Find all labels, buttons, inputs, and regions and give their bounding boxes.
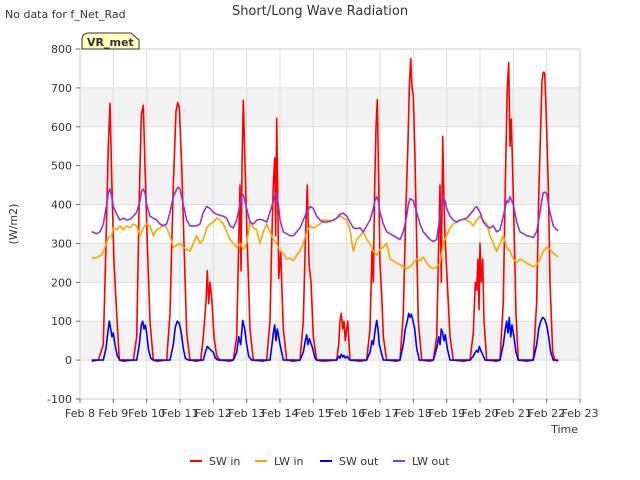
x-tick-label: Feb 17 — [362, 407, 399, 420]
y-tick-label: 100 — [51, 315, 72, 328]
y-tick-label: 400 — [51, 199, 72, 212]
no-data-note: No data for f_Net_Rad — [5, 8, 126, 21]
y-axis-label: (W/m2) — [7, 204, 20, 245]
x-tick-label: Feb 19 — [428, 407, 465, 420]
x-tick-label: Feb 11 — [162, 407, 199, 420]
legend-label-sw-in: SW in — [209, 455, 240, 468]
legend-label-lw-in: LW in — [274, 455, 304, 468]
legend-label-lw-out: LW out — [412, 455, 450, 468]
series-line-lw-out — [91, 186, 559, 243]
series-line-sw-out — [91, 312, 559, 361]
y-tick-label: 0 — [65, 354, 72, 367]
x-tick-label: Feb 9 — [98, 407, 128, 420]
legend: SW in LW in SW out LW out — [190, 455, 450, 468]
y-tick-label: 700 — [51, 82, 72, 95]
x-tick-label: Feb 13 — [228, 407, 265, 420]
x-tick-label: Feb 20 — [462, 407, 499, 420]
x-tick-label: Feb 23 — [562, 407, 599, 420]
x-tick-label: Feb 18 — [395, 407, 432, 420]
y-tick-label: 200 — [51, 276, 72, 289]
plot-band — [80, 321, 580, 361]
x-tick-label: Feb 10 — [128, 407, 165, 420]
x-tick-label: Feb 12 — [195, 407, 232, 420]
y-axis-ticks: -100 0 100 200 300 400 500 600 700 800 — [47, 43, 80, 406]
x-axis-label: Time — [550, 423, 578, 436]
plot-frame — [79, 48, 581, 400]
x-tick-label: Feb 14 — [262, 407, 299, 420]
x-tick-label: Feb 8 — [65, 407, 95, 420]
site-label-box — [81, 32, 140, 50]
y-tick-label: -100 — [47, 393, 72, 406]
site-label: VR_met — [87, 36, 134, 49]
x-tick-label: Feb 15 — [295, 407, 332, 420]
x-tick-label: Feb 22 — [528, 407, 565, 420]
series-lines — [91, 57, 559, 363]
x-tick-label: Feb 16 — [328, 407, 365, 420]
y-tick-label: 500 — [51, 160, 72, 173]
plot-band — [80, 165, 580, 205]
x-tick-label: Feb 21 — [495, 407, 532, 420]
chart-title: Short/Long Wave Radiation — [232, 4, 408, 19]
plot-band — [80, 87, 580, 127]
y-tick-label: 300 — [51, 237, 72, 250]
y-tick-label: 800 — [51, 43, 72, 56]
legend-label-sw-out: SW out — [339, 455, 379, 468]
y-tick-label: 600 — [51, 121, 72, 134]
series-line-sw-in — [91, 57, 559, 363]
